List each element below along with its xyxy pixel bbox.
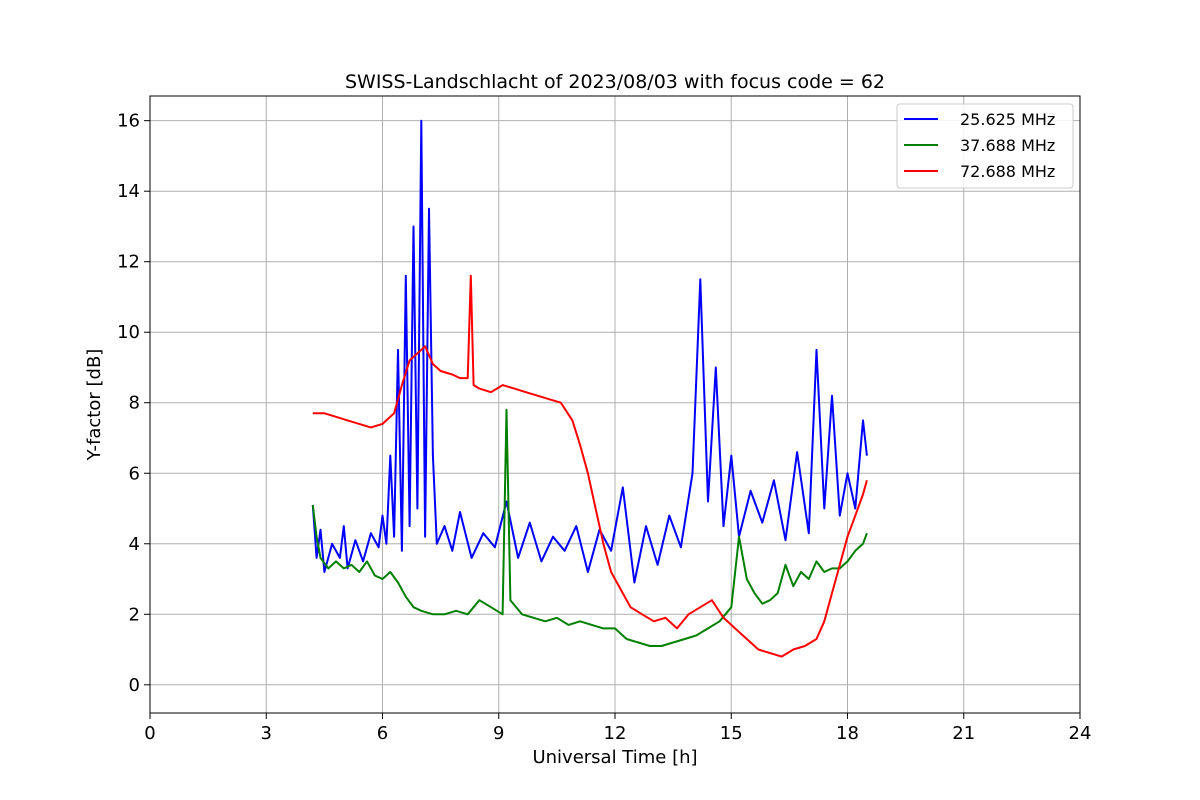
legend-label-3: 72.688 MHz — [960, 162, 1055, 181]
series-line-1 — [311, 119, 868, 584]
y-axis-label: Y-factor [dB] — [84, 349, 105, 462]
y-tick-label: 0 — [129, 675, 140, 696]
x-tick-label: 3 — [261, 723, 272, 744]
x-tick-label: 0 — [144, 723, 155, 744]
y-axis: 0 2 4 6 8 10 12 14 16 — [117, 111, 150, 696]
y-tick-label: 2 — [129, 604, 140, 625]
legend: 25.625 MHz 37.688 MHz 72.688 MHz — [896, 103, 1074, 189]
x-tick-label: 12 — [604, 723, 627, 744]
y-tick-label: 6 — [129, 463, 140, 484]
y-tick-label: 10 — [117, 322, 140, 343]
legend-label-2: 37.688 MHz — [960, 136, 1055, 155]
x-tick-label: 21 — [952, 723, 975, 744]
y-tick-label: 12 — [117, 252, 140, 273]
chart-title: SWISS-Landschlacht of 2023/08/03 with fo… — [345, 71, 885, 93]
series-layer — [311, 119, 868, 658]
x-axis-label: Universal Time [h] — [532, 747, 697, 768]
grid — [149, 96, 1081, 713]
series-line-3 — [312, 274, 868, 658]
legend-label-1: 25.625 MHz — [960, 110, 1055, 129]
x-tick-label: 18 — [836, 723, 859, 744]
x-axis: 0 3 6 9 12 15 18 21 24 — [144, 713, 1091, 744]
y-tick-label: 8 — [129, 393, 140, 414]
y-tick-label: 4 — [129, 534, 140, 555]
x-tick-label: 9 — [493, 723, 504, 744]
x-tick-label: 6 — [377, 723, 388, 744]
x-tick-label: 15 — [720, 723, 743, 744]
legend-box — [896, 103, 1074, 189]
y-tick-label: 14 — [117, 181, 140, 202]
y-tick-label: 16 — [117, 111, 140, 132]
x-tick-label: 24 — [1069, 723, 1092, 744]
series-line-2 — [311, 408, 868, 647]
